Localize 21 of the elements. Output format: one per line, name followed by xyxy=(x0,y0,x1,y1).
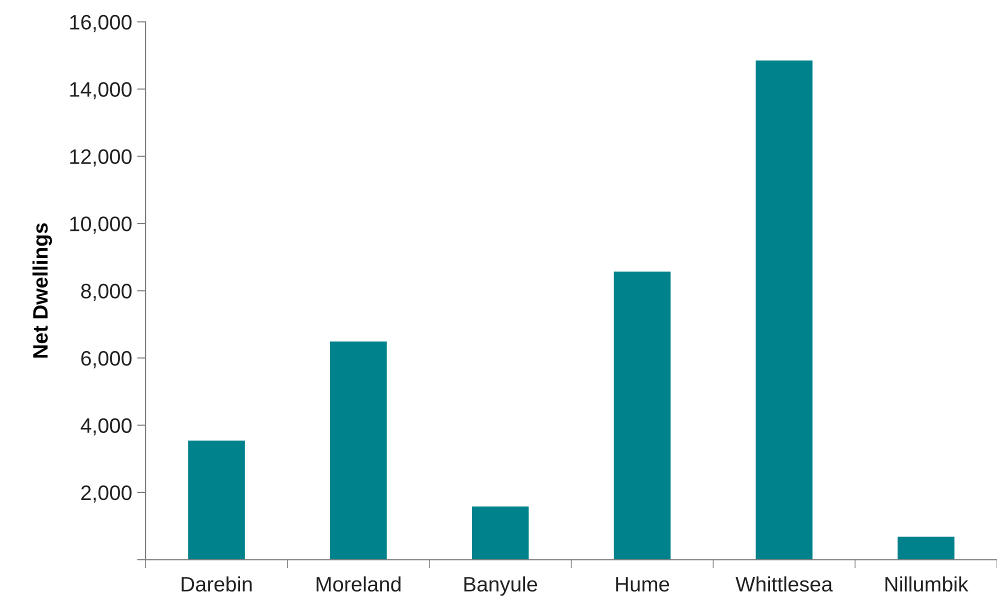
bar xyxy=(614,272,671,560)
x-tick-label: Hume xyxy=(616,577,670,592)
y-tick-label: 4,000 xyxy=(80,418,132,436)
y-tick-label: 2,000 xyxy=(81,485,132,503)
y-tick-label: 16,000 xyxy=(70,14,132,32)
x-tick-label: Whittlesea xyxy=(736,576,833,592)
y-tick-label: 8,000 xyxy=(81,284,132,301)
x-tick-label: Nillumbik xyxy=(886,576,968,592)
y-tick-label: 6,000 xyxy=(81,350,132,368)
y-tick-label: 10,000 xyxy=(70,216,132,234)
x-tick-label: Darebin xyxy=(182,576,252,592)
bar xyxy=(472,506,529,560)
y-tick-label: 12,000 xyxy=(70,149,132,167)
y-axis-title: Net Dwellings xyxy=(32,223,52,358)
x-tick-label: Moreland xyxy=(316,576,401,592)
bar xyxy=(898,536,954,560)
y-tick-label: 14,000 xyxy=(70,82,132,100)
x-tick-label: Banyule xyxy=(464,576,538,596)
bar xyxy=(330,342,387,560)
bar xyxy=(756,60,813,560)
bar xyxy=(188,440,245,560)
